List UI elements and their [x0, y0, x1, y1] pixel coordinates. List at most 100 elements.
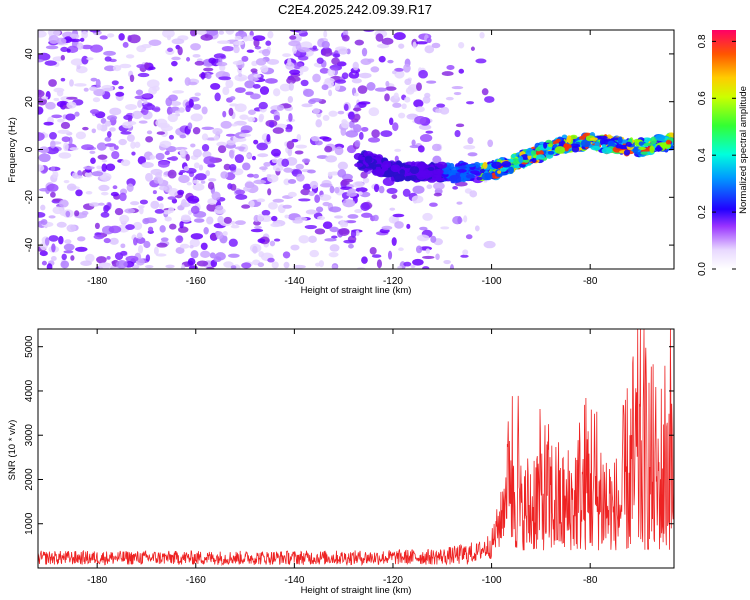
heatmap-cell [312, 73, 321, 83]
heatmap-cell [178, 107, 185, 113]
heatmap-cell [322, 221, 333, 230]
y-tick-label: 2000 [24, 468, 35, 491]
heatmap-cell [104, 120, 112, 127]
heatmap-cell [357, 191, 363, 196]
heatmap-cell [57, 129, 70, 134]
heatmap-cell [218, 30, 225, 35]
heatmap-cell [186, 181, 192, 186]
heatmap-cell [148, 226, 154, 232]
heatmap-cell [65, 113, 76, 121]
heatmap-cell [83, 166, 95, 170]
heatmap-cell [417, 165, 426, 171]
heatmap-cell [85, 253, 95, 263]
heatmap-cell [177, 189, 185, 196]
colorbar-tick-label: 0.6 [697, 91, 708, 105]
heatmap-cell [476, 176, 483, 181]
heatmap-cell [271, 158, 279, 164]
heatmap-cell [216, 231, 224, 240]
heatmap-cell [90, 157, 96, 165]
heatmap-cell [156, 131, 166, 135]
heatmap-cell [203, 67, 214, 72]
heatmap-cell [106, 131, 112, 138]
heatmap-cell [212, 127, 223, 135]
heatmap-cell [422, 212, 433, 221]
heatmap-cell [190, 43, 201, 51]
heatmap-cell [126, 183, 134, 192]
heatmap-cell [136, 45, 147, 53]
heatmap-cell [375, 168, 385, 177]
heatmap-cell [531, 157, 537, 164]
colorbar: 0.0 0.2 0.4 0.6 0.8 Normalized spectral ampl… [697, 30, 749, 276]
heatmap-cell [259, 86, 270, 95]
heatmap-cell [167, 196, 176, 200]
heatmap-cell [352, 181, 365, 188]
heatmap-cell [252, 84, 261, 89]
y-tick-label: 40 [24, 48, 35, 60]
heatmap-cell [144, 264, 154, 269]
heatmap-cell [394, 221, 404, 229]
heatmap-cell [266, 58, 280, 65]
heatmap-cell [129, 74, 135, 83]
heatmap-cell [436, 103, 446, 108]
heatmap-cell [360, 212, 373, 218]
heatmap-cell [58, 199, 69, 208]
y-tick-label: -40 [24, 237, 35, 252]
heatmap-cell [149, 154, 156, 160]
heatmap-cell [167, 47, 174, 52]
heatmap-cell [234, 189, 246, 195]
heatmap-cell [230, 265, 237, 269]
heatmap-cell [535, 154, 546, 160]
heatmap-cell [208, 178, 217, 182]
heatmap-cell [282, 204, 292, 209]
heatmap-cell [188, 98, 194, 108]
heatmap-cell [167, 169, 177, 179]
heatmap-cell [168, 188, 179, 197]
heatmap-cell [222, 231, 228, 237]
heatmap-cell [355, 187, 368, 193]
heatmap-cell [38, 30, 47, 38]
heatmap-cell [69, 147, 79, 151]
colorbar-tick-label: 0.0 [697, 262, 708, 276]
heatmap-cell [318, 260, 325, 268]
heatmap-cell [650, 136, 657, 145]
heatmap-cell [229, 103, 239, 107]
heatmap-cell [242, 162, 251, 171]
heatmap-cell [64, 239, 72, 244]
heatmap-cell [361, 126, 369, 132]
heatmap-cell [287, 191, 297, 198]
heatmap-cell [341, 178, 354, 183]
heatmap-cell [435, 108, 442, 114]
heatmap-cell [92, 97, 101, 103]
heatmap-cell [393, 32, 406, 41]
heatmap-cell [286, 140, 295, 150]
heatmap-cell [40, 204, 46, 211]
heatmap-cell [518, 155, 524, 164]
x-tick-label: -140 [284, 276, 304, 287]
heatmap-cell [238, 133, 252, 137]
heatmap-cell [304, 224, 317, 230]
heatmap-cell [225, 30, 235, 35]
heatmap-cell [353, 124, 362, 133]
heatmap-cell [48, 215, 56, 219]
heatmap-cell [63, 243, 75, 251]
heatmap-cell [481, 88, 489, 96]
heatmap-cell [371, 254, 382, 258]
heatmap-cell [328, 206, 342, 213]
heatmap-cell [98, 184, 110, 192]
heatmap-cell [115, 91, 125, 97]
heatmap-cell [120, 159, 131, 167]
heatmap-cell [120, 250, 128, 256]
heatmap-cell [272, 198, 285, 203]
heatmap-cell [153, 106, 161, 113]
heatmap-cell [337, 169, 347, 178]
heatmap-cell [131, 151, 136, 156]
heatmap-cell [46, 263, 53, 269]
heatmap-cell [301, 158, 311, 164]
heatmap-cell [194, 92, 201, 97]
heatmap-cell [292, 219, 303, 224]
heatmap-cell [405, 86, 415, 95]
heatmap-cell [340, 127, 347, 136]
heatmap-cell [456, 168, 467, 173]
heatmap-cell [566, 135, 572, 144]
